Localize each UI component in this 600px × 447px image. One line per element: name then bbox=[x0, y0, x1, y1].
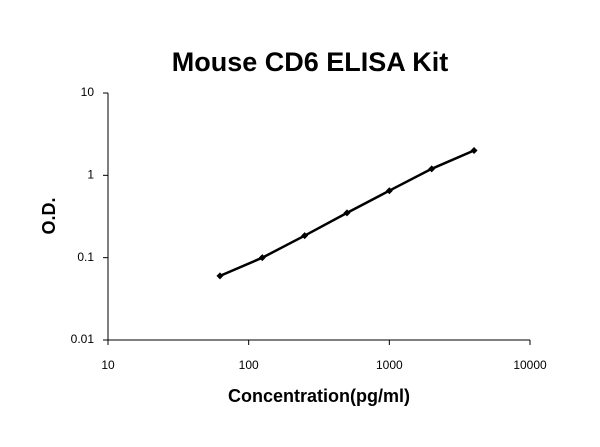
data-point bbox=[216, 272, 224, 280]
y-tick-label: 1 bbox=[87, 168, 94, 182]
x-axis-label: Concentration(pg/ml) bbox=[228, 386, 410, 406]
y-tick-label: 0.1 bbox=[77, 250, 94, 264]
x-tick-label: 100 bbox=[239, 358, 259, 372]
data-point bbox=[470, 147, 478, 155]
chart-title: Mouse CD6 ELISA Kit bbox=[172, 47, 449, 77]
data-point bbox=[343, 209, 351, 217]
y-tick-label: 0.01 bbox=[71, 332, 95, 346]
data-point bbox=[385, 187, 393, 195]
data-point bbox=[428, 165, 436, 173]
data-point bbox=[301, 232, 309, 240]
x-tick-label: 10 bbox=[101, 358, 115, 372]
x-tick-label: 1000 bbox=[376, 358, 403, 372]
y-tick-label: 10 bbox=[81, 85, 95, 99]
y-axis-label: O.D. bbox=[39, 197, 59, 234]
x-tick-label: 10000 bbox=[513, 358, 547, 372]
data-point bbox=[258, 254, 266, 262]
